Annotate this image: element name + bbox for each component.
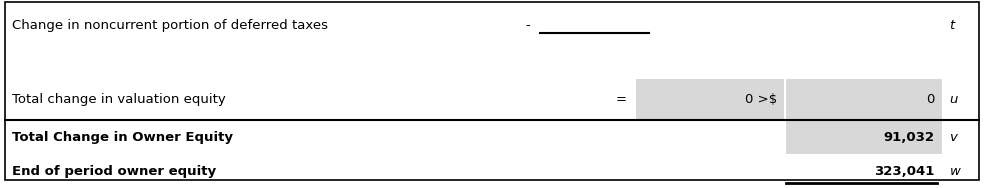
Text: w: w xyxy=(950,164,960,178)
Text: Change in noncurrent portion of deferred taxes: Change in noncurrent portion of deferred… xyxy=(12,19,327,32)
Text: =: = xyxy=(615,93,627,106)
Text: 323,041: 323,041 xyxy=(875,164,935,178)
Text: 91,032: 91,032 xyxy=(883,131,935,144)
Text: 0: 0 xyxy=(927,93,935,106)
Text: Total Change in Owner Equity: Total Change in Owner Equity xyxy=(12,131,233,144)
Text: v: v xyxy=(950,131,957,144)
Bar xyxy=(636,79,784,120)
Text: 0 >$: 0 >$ xyxy=(744,93,777,106)
Text: t: t xyxy=(950,19,954,32)
Text: Total change in valuation equity: Total change in valuation equity xyxy=(12,93,226,106)
Bar xyxy=(786,79,942,120)
Bar xyxy=(786,120,942,154)
Text: -: - xyxy=(526,19,529,32)
Text: u: u xyxy=(950,93,957,106)
Text: End of period owner equity: End of period owner equity xyxy=(12,164,216,178)
